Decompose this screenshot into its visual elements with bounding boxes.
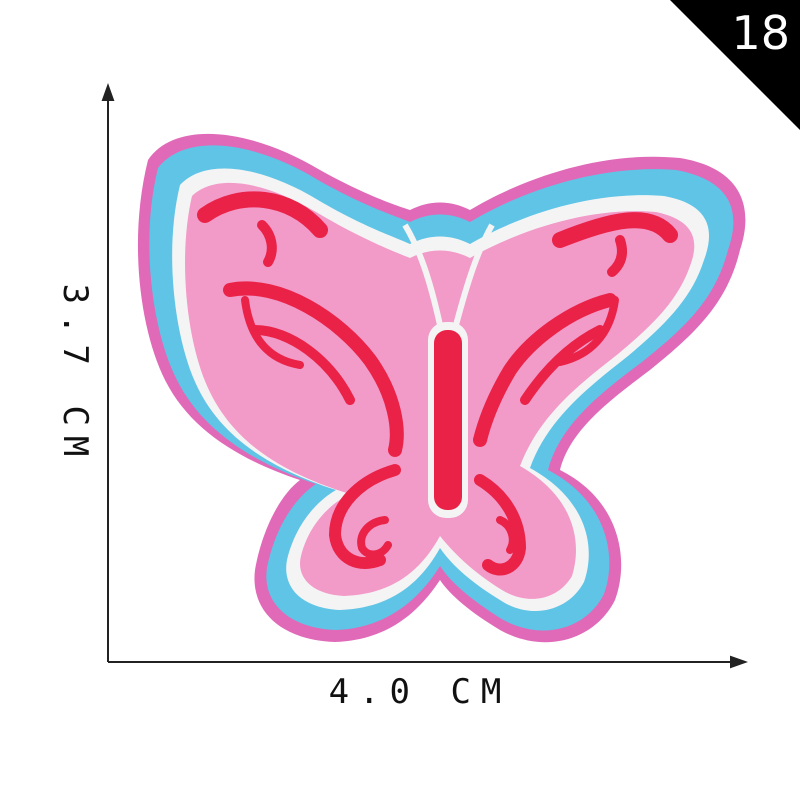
antenna-left [402,223,443,326]
butterfly-body [434,330,462,510]
wing-accents [197,191,678,576]
arrow-up-icon [101,83,115,101]
butterfly-patch [137,133,746,643]
dimension-axes [101,83,748,669]
height-dimension-label: 3.7 CM [55,283,95,467]
width-dimension-label: 4.0 CM [328,672,512,712]
arrow-right-icon [730,655,748,669]
antenna-right [453,223,495,326]
item-number-badge: 18 [670,0,800,130]
item-number: 18 [731,6,790,60]
